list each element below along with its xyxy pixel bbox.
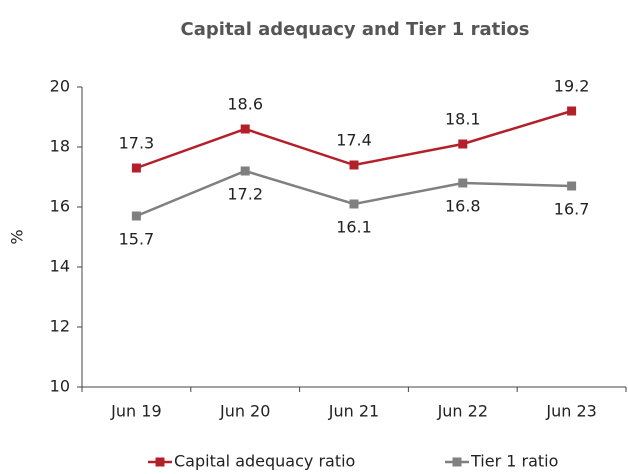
point: [240, 166, 250, 176]
point: [458, 139, 468, 149]
chart-title: Capital adequacy and Tier 1 ratios: [181, 19, 530, 40]
data-label: 19.2: [554, 77, 590, 96]
data-label: 17.2: [227, 185, 263, 204]
x-tick-label: Jun 22: [437, 402, 488, 421]
data-label: 16.1: [336, 218, 372, 237]
data-label: 16.8: [445, 197, 481, 216]
point: [349, 199, 359, 209]
legend-marker: [452, 457, 462, 467]
y-tick-label: 14: [50, 257, 70, 276]
x-tick-label: Jun 21: [328, 402, 379, 421]
y-tick-label: 20: [50, 77, 70, 96]
x-tick-label: Jun 20: [219, 402, 270, 421]
series-line: [135, 169, 572, 218]
x-tick-label: Jun 19: [110, 402, 161, 421]
point: [131, 163, 141, 173]
data-label: 18.1: [445, 110, 481, 129]
y-tick-label: 16: [50, 197, 70, 216]
data-label: 17.4: [336, 131, 372, 150]
legend-label: Capital adequacy ratio: [174, 452, 355, 471]
y-tick-label: 18: [50, 137, 70, 156]
data-label: 18.6: [227, 95, 263, 114]
y-axis-label: %: [8, 229, 27, 244]
y-tick-label: 12: [50, 317, 70, 336]
legend-label: Tier 1 ratio: [470, 452, 558, 471]
data-label: 17.3: [119, 134, 155, 153]
data-label: 16.7: [554, 200, 590, 219]
point: [567, 181, 577, 191]
point: [567, 106, 577, 116]
data-label: 15.7: [119, 230, 155, 249]
point: [131, 211, 141, 221]
point: [458, 178, 468, 188]
point: [349, 160, 359, 170]
point: [240, 124, 250, 134]
x-tick-label: Jun 23: [545, 402, 596, 421]
legend-marker: [155, 457, 165, 467]
y-tick-label: 10: [50, 377, 70, 396]
